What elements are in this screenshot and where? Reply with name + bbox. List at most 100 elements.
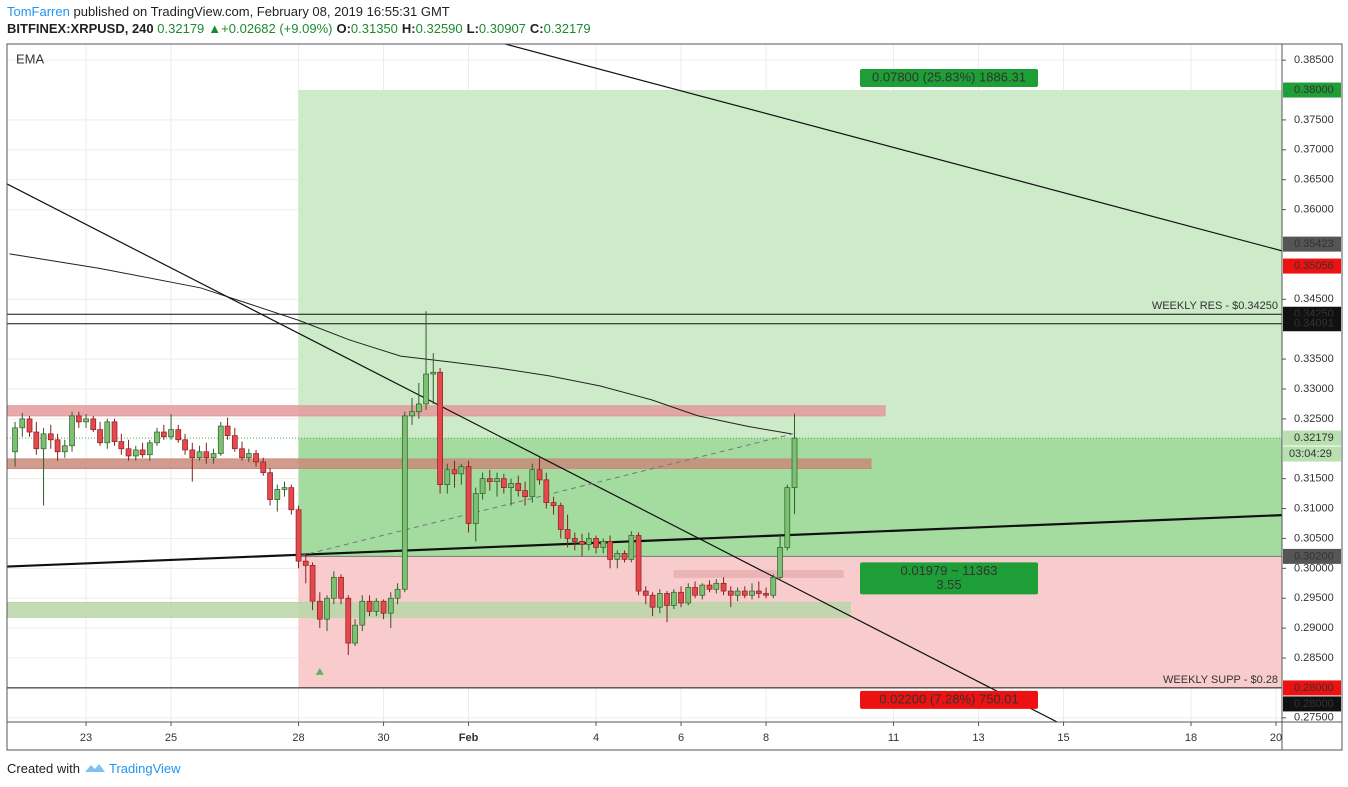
candle-body (557, 505, 564, 530)
candle-body (330, 576, 337, 599)
price-badge-label: 0.30200 (1294, 550, 1334, 562)
price-badge (1283, 236, 1341, 252)
zone (673, 570, 844, 578)
candle-body (61, 445, 68, 453)
candle-body (628, 535, 635, 560)
candle-body (571, 538, 578, 542)
open-profit-zone (298, 438, 1282, 557)
candle-body (90, 418, 97, 430)
candle-body (508, 483, 514, 488)
candle-body (635, 535, 642, 592)
footer: Created with TradingView (7, 761, 181, 776)
price-badge-label: 0.35056 (1294, 260, 1334, 272)
candle-body (182, 439, 188, 451)
candle-body (316, 600, 323, 620)
candle-body (231, 435, 238, 450)
candle-body (685, 587, 692, 604)
candle-body (146, 442, 153, 456)
signal-marker (315, 667, 324, 675)
x-tick-label: 23 (80, 732, 92, 744)
candle-body (160, 431, 167, 438)
close: 0.32179 (543, 21, 591, 36)
candle-body (401, 415, 408, 590)
y-tick-label: 0.34500 (1294, 293, 1334, 305)
candle-body (352, 624, 358, 644)
candle-body (664, 593, 670, 606)
candle-body (430, 371, 437, 375)
y-tick-label: 0.37500 (1294, 114, 1334, 126)
arrow: ▲ (208, 21, 222, 36)
candle-body (75, 415, 82, 423)
y-tick-label: 0.37000 (1294, 144, 1334, 156)
price-badge (1283, 680, 1341, 696)
candle-body (727, 590, 734, 596)
stop-label-box (860, 690, 1038, 709)
candle-body (500, 478, 507, 488)
candle-body (699, 584, 706, 596)
indicator-label: EMA (16, 51, 45, 66)
author[interactable]: TomFarren (7, 4, 70, 19)
candle-body (189, 449, 196, 459)
target-label-box (860, 69, 1038, 88)
candle-body (104, 421, 111, 444)
ratio-label: 3.55 (936, 577, 961, 592)
candle-body (210, 453, 217, 459)
x-tick-label: Feb (459, 732, 479, 744)
logo (84, 764, 105, 772)
y-tick-label: 0.36500 (1294, 174, 1334, 186)
candle-body (486, 478, 493, 483)
high: 0.32590 (415, 21, 463, 36)
x-tick-label: 30 (377, 732, 389, 744)
candle-body (132, 449, 139, 457)
candle-body (713, 582, 720, 590)
x-tick-label: 20 (1270, 732, 1282, 744)
candle-body (706, 584, 713, 590)
candle-body (522, 490, 528, 497)
x-tick-label: 13 (972, 732, 984, 744)
candle-body (670, 591, 677, 606)
y-tick-label: 0.27500 (1294, 712, 1334, 724)
candle-body (380, 600, 387, 614)
candle-body (536, 469, 543, 481)
y-tick-label: 0.31500 (1294, 473, 1334, 485)
y-tick-label: 0.29500 (1294, 592, 1334, 604)
candle-body (720, 582, 727, 592)
x-tick-label: 18 (1185, 732, 1197, 744)
target-label: 0.07800 (25.83%) 1886.31 (872, 69, 1026, 84)
y-tick-label: 0.38500 (1294, 54, 1334, 66)
candle-body (111, 421, 118, 442)
candle-body (295, 509, 302, 562)
x-tick-label: 15 (1057, 732, 1069, 744)
loss-zone (298, 556, 1282, 688)
trendline (504, 44, 1282, 252)
price-badge-label: 0.35423 (1294, 238, 1334, 250)
candle-body (593, 538, 599, 548)
candle-body (763, 593, 769, 596)
published: published on TradingView.com, February 0… (73, 4, 450, 19)
axes: 0.38500 0.37500 0.37000 0.36500 0.36000 0.345… (6, 43, 1343, 751)
candle-body (621, 553, 628, 560)
created-with: Created with (7, 761, 80, 776)
price-badge (1283, 696, 1341, 712)
candle-body (359, 600, 366, 626)
candle-body (543, 479, 550, 503)
candle-body (749, 590, 755, 596)
plot-area: WEEKLY RES - $0.34250 WEEKLY SUPP - $0.28… (7, 44, 1282, 722)
candle-body (472, 493, 479, 524)
countdown: 03:04:29 (1289, 448, 1332, 460)
candle-body (253, 453, 259, 463)
candle-body (373, 600, 380, 612)
brand[interactable]: TradingView (109, 761, 181, 776)
candle-body (309, 565, 316, 602)
candle-body (338, 576, 344, 599)
candle-body (154, 431, 160, 444)
candle-body (479, 478, 486, 494)
level-annotation: WEEKLY RES - $0.34250 (1152, 300, 1278, 312)
candle-body (97, 429, 103, 444)
price-badge-label: 0.38000 (1294, 84, 1334, 96)
price-badge-label: 0.32179 (1294, 432, 1334, 444)
change: +0.02682 (+9.09%) (221, 21, 333, 36)
candle-body (741, 590, 748, 596)
x-tick-label: 25 (165, 732, 177, 744)
